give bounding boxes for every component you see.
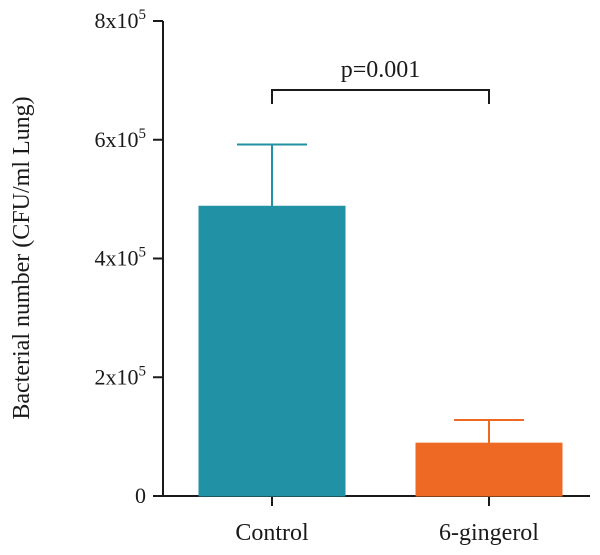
y-axis: 0 2x105 4x105 6x105 8x105 bbox=[95, 7, 164, 508]
significance-annotation: p=0.001 bbox=[271, 57, 490, 104]
y-axis-title: Bacterial number (CFU/ml Lung) bbox=[9, 96, 35, 419]
y-tick-label: 6x105 bbox=[95, 126, 147, 152]
x-tick-label: Control bbox=[235, 520, 309, 546]
bar-control bbox=[198, 205, 346, 497]
y-tick-label: 8x105 bbox=[95, 7, 147, 33]
bar-6-gingerol bbox=[415, 442, 563, 497]
x-axis: Control 6-gingerol bbox=[163, 495, 590, 546]
y-tick-label: 2x105 bbox=[95, 363, 147, 389]
x-tick-label: 6-gingerol bbox=[439, 520, 539, 546]
y-tick-label: 0 bbox=[135, 483, 146, 508]
significance-bracket bbox=[271, 89, 490, 104]
y-tick-label: 4x105 bbox=[95, 245, 147, 271]
bars bbox=[198, 143, 563, 497]
p-value-label: p=0.001 bbox=[341, 57, 421, 83]
